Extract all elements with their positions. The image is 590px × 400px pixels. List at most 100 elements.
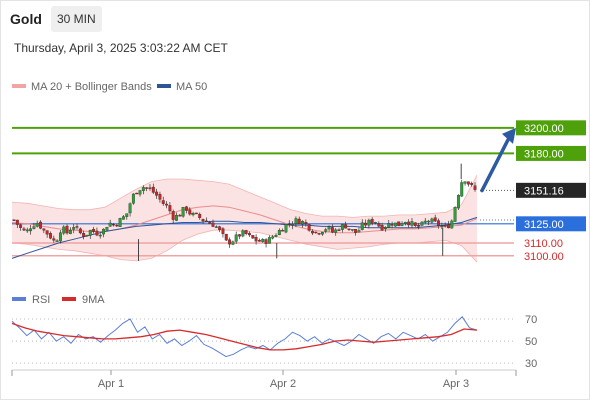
candle [337,228,341,232]
candle [397,221,401,227]
candle [49,231,52,240]
candle [211,219,215,227]
candle [423,217,427,224]
candle [204,217,208,223]
candle-body [98,234,102,237]
candle [178,213,182,217]
candle [430,217,434,224]
candle-body [194,212,198,215]
candle-body [453,207,457,222]
rsi-legend: RSI 9MA [12,294,105,306]
candle [214,225,218,229]
candle [354,229,358,236]
candle [128,202,132,217]
candle-body [221,228,225,235]
candle [201,218,205,224]
candle-body [367,219,371,226]
symbol-title: Gold [10,11,42,27]
candle [390,221,394,229]
candle-body [390,224,394,226]
legend-swatch [62,297,76,301]
candle [158,191,162,203]
candle [125,213,129,220]
candle-body [334,229,338,233]
candle [257,238,261,242]
candle [22,226,26,232]
candle-body [155,191,159,196]
candle-body [340,224,344,230]
candle-body [19,224,23,228]
candle [25,227,29,233]
candle [148,184,152,191]
bollinger-bands [11,175,478,263]
candle [88,229,92,240]
candle-body [181,207,185,217]
candle [374,221,377,225]
candle-body [118,218,122,227]
candle [75,223,79,230]
candle-body [470,182,474,185]
candle-body [473,185,477,190]
candle [82,230,86,240]
candle-body [198,213,202,219]
candle-body [158,193,162,200]
candle-body [161,200,165,204]
candle [85,234,89,237]
legend-swatch [12,84,26,88]
candle-body [307,224,311,231]
candle [364,219,368,228]
candle [314,231,318,234]
legend-swatch [12,297,26,301]
candle [221,227,225,238]
candle-body [135,192,139,195]
bollinger-band-fill [12,175,477,263]
candle-body [204,220,208,223]
level-label-bg [516,120,586,136]
timeframe-button[interactable]: 30 MIN [51,6,102,32]
level-label: 3100.00 [524,251,564,263]
candle-body [58,232,62,242]
candle [320,231,324,236]
candle-body [92,229,96,232]
candle [440,222,444,230]
candle [334,228,338,236]
candle [387,219,391,228]
candle-body [62,226,66,234]
candle [68,227,72,235]
candle-body [397,221,401,227]
candle-body [450,220,454,229]
candle-body [12,219,16,221]
level-label: 3200.00 [524,123,564,135]
candle-body [171,211,175,220]
time-axis: Apr 1 Apr 2 Apr 3 [11,369,517,390]
candle-body [75,226,79,228]
candle-body [168,205,172,212]
candle [248,231,251,238]
level-lines [12,126,514,257]
candle-body [324,229,328,232]
candle [330,224,334,234]
candle-body [128,203,132,214]
candle-body [271,236,275,239]
legend-label: MA 20 + Bollinger Bands [31,81,152,93]
candle-body [440,225,444,227]
candle [284,223,288,234]
candle-body [105,227,109,231]
candle [443,222,447,228]
candle [12,219,16,221]
candle [228,237,232,248]
chart-header: Gold 30 MIN [0,6,590,32]
candle-body [423,220,427,223]
candle-body [175,214,178,221]
candle-body [49,233,52,239]
candle-body [393,222,397,227]
candle [168,201,172,214]
candle [175,212,178,222]
candle-body [377,223,381,227]
candle [65,224,69,235]
candle-body [433,217,437,222]
candle [437,218,440,229]
level-labels: 3200.00 3180.00 3151.16 3125.00 3110.003100.… [516,120,586,263]
forecast-arrow-shaft [480,138,510,193]
